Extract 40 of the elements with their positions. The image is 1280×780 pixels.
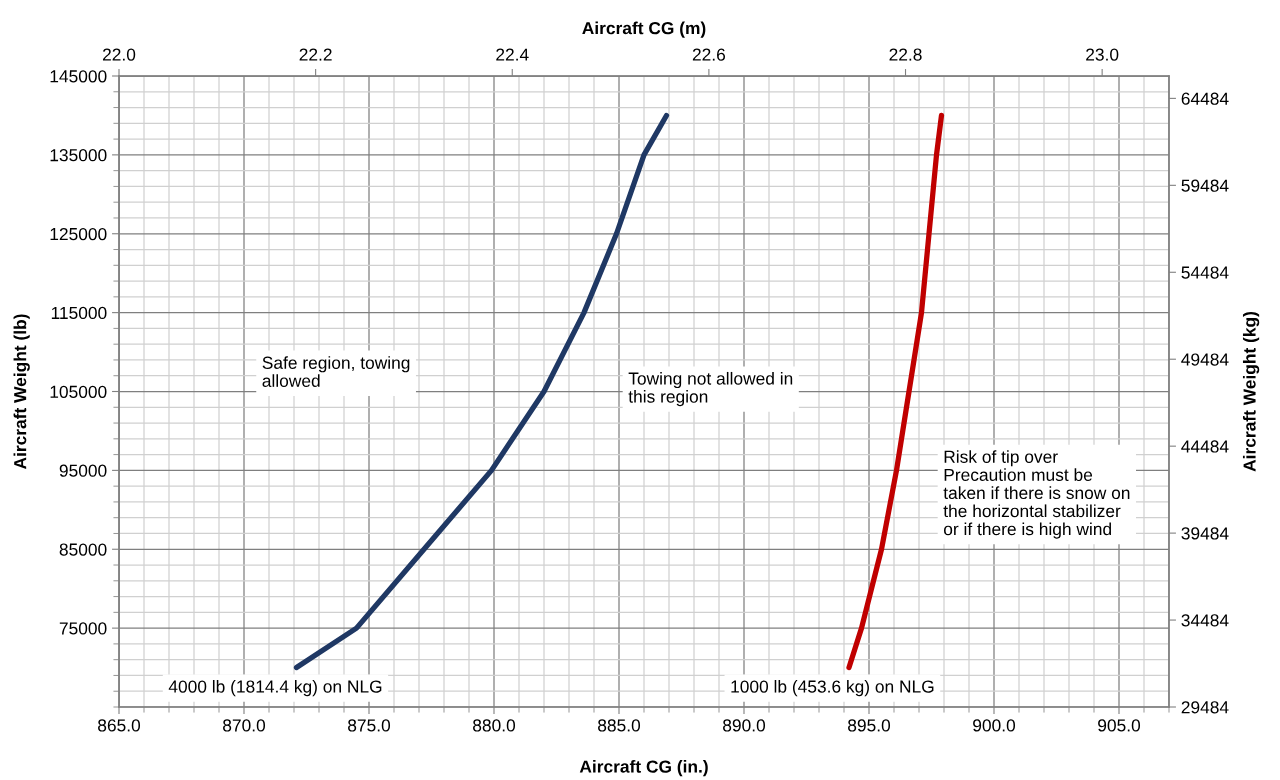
y2-axis-title: Aircraft Weight (kg) bbox=[1242, 311, 1260, 472]
x-axis-title: Aircraft CG (in.) bbox=[579, 759, 708, 777]
y2-tick-label: 64484 bbox=[1181, 92, 1229, 105]
x-tick-label: 865.0 bbox=[98, 719, 141, 732]
y2-tick-label: 44484 bbox=[1181, 440, 1229, 453]
y-tick-label: 75000 bbox=[59, 622, 107, 635]
x-tick-label: 890.0 bbox=[723, 719, 766, 732]
x-tick-label: 900.0 bbox=[973, 719, 1016, 732]
y-tick-label: 135000 bbox=[50, 149, 107, 162]
x-tick-label: 875.0 bbox=[348, 719, 391, 732]
x2-tick-label: 22.4 bbox=[496, 48, 529, 61]
y2-tick-label: 34484 bbox=[1181, 614, 1229, 627]
annotation: Risk of tip over Precaution must be taken if there is snow on the horizontal stabilizer or if there is high wind bbox=[943, 450, 1130, 539]
y-tick-label: 95000 bbox=[59, 464, 107, 477]
y2-tick-label: 54484 bbox=[1181, 266, 1229, 279]
y-tick-label: 145000 bbox=[50, 70, 107, 83]
y2-tick-label: 39484 bbox=[1181, 527, 1229, 540]
annotation: Safe region, towing allowed bbox=[262, 356, 410, 387]
y-axis-title: Aircraft Weight (lb) bbox=[13, 314, 30, 470]
y-tick-label: 115000 bbox=[51, 306, 107, 320]
x-tick-label: 870.0 bbox=[223, 719, 266, 732]
y-tick-label: 125000 bbox=[50, 227, 107, 241]
series-label: 4000 lb (1814.4 kg) on NLG bbox=[168, 679, 382, 697]
y-tick-label: 105000 bbox=[50, 385, 107, 398]
x-tick-label: 905.0 bbox=[1098, 719, 1141, 732]
x2-tick-label: 23.0 bbox=[1086, 48, 1119, 61]
annotation: Towing not allowed in this region bbox=[628, 371, 793, 407]
y2-tick-label: 29484 bbox=[1181, 701, 1229, 714]
x2-axis-title: Aircraft CG (m) bbox=[582, 21, 706, 38]
y2-tick-label: 49484 bbox=[1181, 353, 1229, 366]
y2-tick-label: 59484 bbox=[1181, 179, 1229, 192]
x2-tick-label: 22.6 bbox=[692, 48, 726, 61]
x-tick-label: 885.0 bbox=[598, 719, 641, 732]
y-tick-label: 85000 bbox=[59, 543, 107, 556]
series-label: 1000 lb (453.6 kg) on NLG bbox=[731, 679, 934, 697]
x2-tick-label: 22.8 bbox=[889, 48, 922, 61]
x-tick-label: 880.0 bbox=[473, 719, 516, 732]
x2-tick-label: 22.2 bbox=[299, 48, 332, 61]
x2-tick-label: 22.0 bbox=[102, 48, 136, 61]
x-tick-label: 895.0 bbox=[848, 719, 891, 732]
